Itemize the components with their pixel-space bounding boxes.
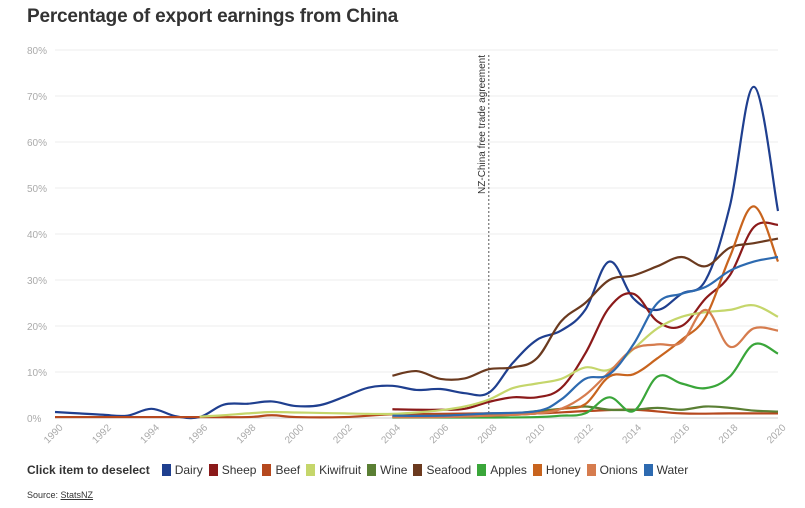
legend-swatch xyxy=(586,464,596,476)
x-tick-label: 1990 xyxy=(42,422,66,446)
x-tick-label: 2020 xyxy=(765,422,789,446)
legend-swatch xyxy=(477,464,487,476)
legend-items: Dairy Sheep Beef Kiwifruit Wine Seafood Apples… xyxy=(161,463,694,477)
y-tick-label: 50% xyxy=(27,184,47,195)
series-line-onions[interactable] xyxy=(392,308,779,419)
y-axis: 0% 10% 20% 30% 40% 50% 60% 70% 80% xyxy=(27,46,47,425)
y-tick-label: 80% xyxy=(27,46,47,57)
x-tick-label: 1998 xyxy=(235,422,259,446)
legend-label: Water xyxy=(656,463,689,477)
legend-label: Onions xyxy=(599,463,638,477)
y-tick-label: 40% xyxy=(27,230,47,241)
series-line-dairy[interactable] xyxy=(54,85,780,420)
legend-label: Wine xyxy=(380,463,408,477)
x-tick-label: 1996 xyxy=(187,422,211,446)
legend-item-wine[interactable]: Wine xyxy=(367,463,407,477)
legend-swatch xyxy=(532,464,542,476)
series-line-apples[interactable] xyxy=(392,342,779,419)
legend-item-dairy[interactable]: Dairy xyxy=(161,463,203,477)
legend-swatch xyxy=(413,464,423,476)
legend-item-beef[interactable]: Beef xyxy=(262,463,300,477)
x-tick-label: 2000 xyxy=(283,422,307,446)
y-tick-label: 20% xyxy=(27,322,47,333)
x-tick-label: 2010 xyxy=(524,422,548,446)
x-tick-label: 2006 xyxy=(428,422,452,446)
x-tick-label: 2002 xyxy=(331,422,355,446)
y-tick-label: 10% xyxy=(27,368,47,379)
legend-item-kiwifruit[interactable]: Kiwifruit xyxy=(306,463,361,477)
x-tick-label: 1992 xyxy=(90,422,114,446)
legend: Click item to deselect Dairy Sheep Beef Kiw… xyxy=(27,463,694,477)
x-tick-label: 2014 xyxy=(620,422,644,446)
legend-label: Kiwifruit xyxy=(319,463,362,477)
annotation: NZ-China free trade agreement xyxy=(477,55,490,418)
y-tick-label: 70% xyxy=(27,92,47,103)
legend-item-seafood[interactable]: Seafood xyxy=(413,463,471,477)
legend-item-honey[interactable]: Honey xyxy=(532,463,581,477)
source-prefix: Source: xyxy=(27,490,61,500)
legend-item-onions[interactable]: Onions xyxy=(586,463,638,477)
legend-label: Beef xyxy=(275,463,301,477)
x-tick-label: 2004 xyxy=(379,422,403,446)
legend-swatch xyxy=(161,464,171,476)
x-tick-label: 2016 xyxy=(669,422,693,446)
legend-item-water[interactable]: Water xyxy=(643,463,689,477)
source-link[interactable]: StatsNZ xyxy=(60,490,94,500)
legend-item-apples[interactable]: Apples xyxy=(477,463,527,477)
legend-label: Sheep xyxy=(221,463,257,477)
x-tick-label: 2008 xyxy=(476,422,500,446)
series-line-seafood[interactable] xyxy=(392,237,779,381)
x-tick-label: 1994 xyxy=(138,422,162,446)
series-line-sheep[interactable] xyxy=(392,221,779,411)
x-tick-label: 2012 xyxy=(572,422,596,446)
series-lines xyxy=(54,85,780,420)
x-tick-label: 2018 xyxy=(717,422,741,446)
legend-label: Seafood xyxy=(426,463,472,477)
legend-label: Apples xyxy=(490,463,527,477)
source-note: Source: StatsNZ xyxy=(27,490,93,500)
series-line-water[interactable] xyxy=(392,255,779,417)
legend-swatch xyxy=(643,464,653,476)
y-tick-label: 30% xyxy=(27,276,47,287)
chart-title: Percentage of export earnings from China xyxy=(27,6,399,27)
legend-swatch xyxy=(306,464,316,476)
legend-item-sheep[interactable]: Sheep xyxy=(208,463,257,477)
y-tick-label: 60% xyxy=(27,138,47,149)
legend-label: Dairy xyxy=(174,463,203,477)
y-tick-label: 0% xyxy=(27,414,42,425)
legend-title: Click item to deselect xyxy=(27,463,150,477)
legend-label: Honey xyxy=(545,463,581,477)
legend-swatch xyxy=(208,464,218,476)
grid xyxy=(55,49,778,419)
legend-swatch xyxy=(262,464,272,476)
x-axis: 1990 1992 1994 1996 1998 2000 2002 2004 2006 2008… xyxy=(42,422,789,446)
series-line-kiwifruit[interactable] xyxy=(199,303,779,418)
legend-swatch xyxy=(367,464,377,476)
annotation-label: NZ-China free trade agreement xyxy=(477,55,488,194)
